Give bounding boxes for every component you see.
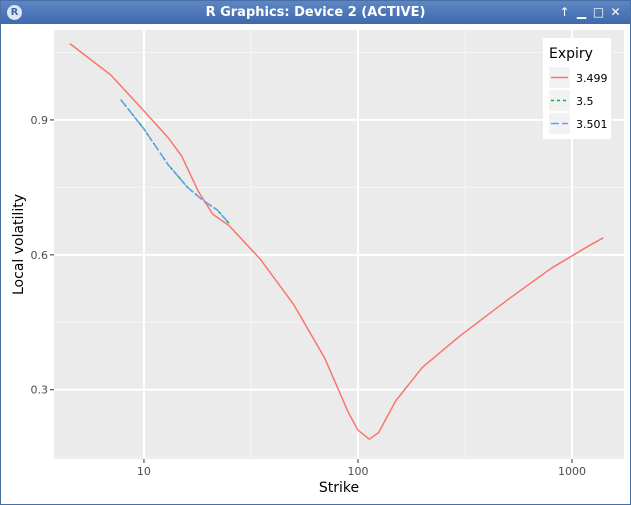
y-tick-label: 0.3	[31, 384, 49, 397]
legend-label: 3.499	[576, 72, 608, 85]
plot-panel	[54, 30, 624, 459]
y-axis-title: Local volatility	[11, 194, 27, 295]
x-tick-label: 1000	[558, 465, 586, 478]
series-line-0	[69, 42, 604, 440]
chart: 10 100 1000 0.3 0.6 0.9 Strike Local volatili…	[11, 30, 624, 496]
grid-minor	[54, 30, 624, 459]
x-axis-title: Strike	[319, 480, 359, 496]
x-tick-label: 10	[137, 465, 151, 478]
axes-layer: 10 100 1000 0.3 0.6 0.9	[31, 114, 586, 478]
legend-items: 3.499 3.5 3.501	[549, 67, 608, 134]
legend-title: Expiry	[549, 46, 593, 62]
legend-label: 3.5	[576, 95, 594, 108]
minimize-icon[interactable]: ▁	[576, 5, 587, 19]
window-title: R Graphics: Device 2 (ACTIVE)	[205, 5, 426, 20]
close-icon[interactable]: ✕	[610, 5, 621, 19]
series-line-2	[120, 99, 230, 224]
title-bar[interactable]: R R Graphics: Device 2 (ACTIVE) ↑ ▁ □ ✕	[1, 1, 630, 24]
x-tick-label: 100	[347, 465, 368, 478]
pin-icon[interactable]: ↑	[559, 5, 570, 19]
legend-label: 3.501	[576, 118, 608, 131]
r-logo-icon[interactable]: R	[7, 5, 22, 20]
maximize-icon[interactable]: □	[592, 5, 605, 19]
legend-key	[549, 113, 570, 134]
y-tick-label: 0.6	[31, 249, 49, 262]
legend: Expiry 3.499 3.5 3.501	[543, 38, 611, 139]
series-layer	[69, 42, 604, 440]
y-tick-label: 0.9	[31, 114, 49, 127]
